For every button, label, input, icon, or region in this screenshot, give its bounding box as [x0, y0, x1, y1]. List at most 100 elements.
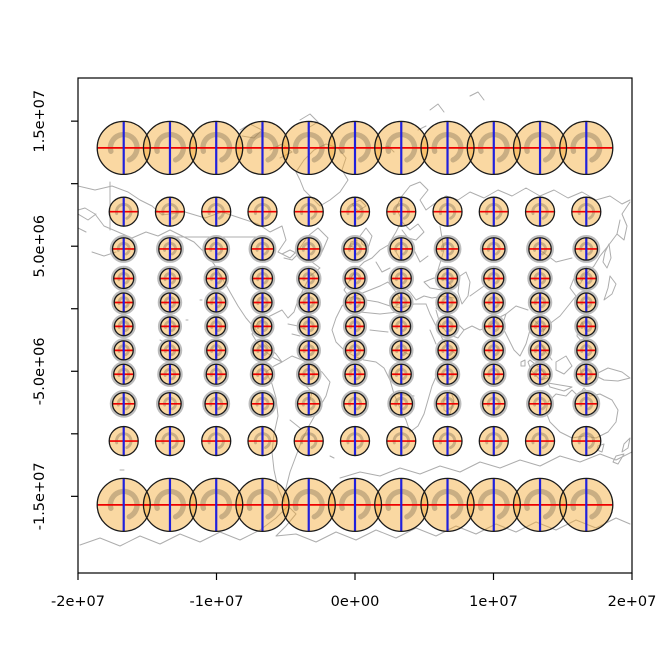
indicatrix-outline	[296, 391, 321, 416]
true-circle-halo	[250, 314, 275, 339]
indicatrix-arc-marker	[301, 396, 316, 411]
indicatrix-arc-marker	[579, 272, 593, 285]
coastline-path	[289, 419, 301, 429]
indicatrix-arc-marker	[115, 432, 133, 450]
indicatrix-arc-marker	[210, 296, 223, 309]
indicatrix-outline	[576, 340, 597, 361]
indicatrix-arc-marker	[163, 367, 177, 381]
true-circle-halo	[574, 314, 599, 339]
true-circle-halo	[527, 290, 553, 315]
indicatrix-outline	[343, 391, 367, 416]
indicatrix-outline	[571, 425, 602, 457]
x-tick-label: -2e+07	[51, 594, 105, 610]
indicatrix-arc-marker	[348, 396, 363, 411]
indicatrix-arc-marker	[348, 296, 362, 309]
indicatrix-arc-marker	[524, 488, 556, 520]
coastline-path	[616, 201, 631, 241]
indicatrix-arc-marker	[161, 432, 179, 450]
indicatrix-outline	[344, 363, 366, 385]
true-circle-halo	[248, 235, 277, 263]
coastline-path	[159, 339, 163, 342]
coastline-path	[299, 113, 319, 129]
indicatrix-outline	[298, 267, 320, 290]
indicatrix-outline	[435, 391, 460, 416]
coastline-path	[401, 285, 455, 301]
true-circle-halo	[295, 361, 322, 388]
indicatrix-arc-marker	[580, 344, 593, 357]
indicatrix-outline	[113, 340, 134, 361]
indicatrix-outline	[235, 477, 290, 532]
coastline-path	[359, 311, 399, 315]
indicatrix-outline	[158, 391, 182, 416]
indicatrix-outline	[436, 267, 459, 290]
indicatrix-arc-marker	[580, 320, 593, 332]
coastline-path	[413, 249, 429, 263]
true-circle-halo	[527, 265, 553, 292]
indicatrix-arc-marker	[209, 241, 224, 256]
coastline-path	[593, 233, 618, 267]
indicatrix-outline	[436, 363, 459, 385]
indicatrix-outline	[483, 363, 505, 385]
indicatrix-arc-marker	[477, 488, 510, 520]
indicatrix-outline	[204, 237, 229, 261]
true-circle-halo	[203, 361, 229, 388]
indicatrix-arc-marker	[300, 432, 318, 450]
indicatrix-arc-marker	[348, 241, 362, 256]
indicatrix-outline	[386, 425, 417, 457]
indicatrix-outline	[252, 316, 273, 337]
true-circle-halo	[573, 361, 600, 388]
indicatrix-arc-marker	[531, 432, 549, 450]
indicatrix-outline	[483, 267, 505, 290]
indicatrix-outline	[512, 477, 568, 532]
true-circle-halo	[574, 338, 599, 363]
indicatrix-outline	[281, 120, 336, 176]
indicatrix-outline	[528, 237, 552, 261]
coastline-path	[343, 243, 391, 299]
true-circle-halo	[526, 235, 554, 263]
indicatrix-arc-marker	[107, 488, 140, 520]
indicatrix-outline	[574, 237, 599, 261]
indicatrix-arc-marker	[161, 202, 179, 220]
indicatrix-outline	[528, 391, 552, 416]
indicatrix-arc-marker	[438, 432, 457, 450]
indicatrix-outline	[390, 267, 412, 290]
indicatrix-arc-marker	[116, 396, 131, 411]
true-circle-halo	[527, 338, 553, 363]
indicatrix-arc-marker	[487, 296, 501, 309]
indicatrix-arc-marker	[394, 367, 408, 381]
indicatrix-arc-marker	[348, 367, 362, 381]
coastline-path	[78, 227, 87, 233]
indicatrix-arc-marker	[348, 272, 362, 285]
coastline-path	[78, 207, 283, 363]
true-circle-halo	[294, 389, 323, 418]
coastline-path	[539, 249, 573, 263]
indicatrix-outline	[206, 292, 227, 313]
indicatrix-arc-marker	[301, 241, 316, 256]
indicatrix-arc-marker	[346, 202, 364, 220]
indicatrix-arc-marker	[117, 272, 131, 285]
y-tick-label: 1.5e+07	[32, 90, 48, 153]
indicatrix-arc-marker	[163, 241, 177, 256]
indicatrix-outline	[293, 425, 324, 457]
true-circle-halo	[433, 235, 462, 263]
true-circle-halo	[296, 338, 321, 363]
true-circle-halo	[479, 389, 508, 418]
coastline-path	[469, 91, 485, 101]
coastline-path	[596, 443, 605, 453]
true-circle-halo	[342, 290, 368, 315]
true-circle-halo	[250, 338, 275, 363]
indicatrix-arc-marker	[485, 202, 503, 220]
true-circle-halo	[341, 235, 369, 263]
true-circle-halo	[249, 361, 276, 388]
indicatrix-arc-marker	[163, 320, 177, 332]
indicatrix-arc-marker	[256, 344, 269, 357]
coastline-path	[520, 359, 526, 367]
coastline-path	[78, 213, 97, 221]
indicatrix-arc-marker	[533, 396, 548, 411]
indicatrix-arc-marker	[392, 432, 411, 450]
indicatrix-arc-marker	[394, 241, 409, 256]
true-circle-halo	[481, 265, 507, 292]
indicatrix-outline	[235, 120, 290, 176]
coastline-path	[547, 382, 573, 392]
indicatrix-arc-marker	[256, 296, 269, 309]
